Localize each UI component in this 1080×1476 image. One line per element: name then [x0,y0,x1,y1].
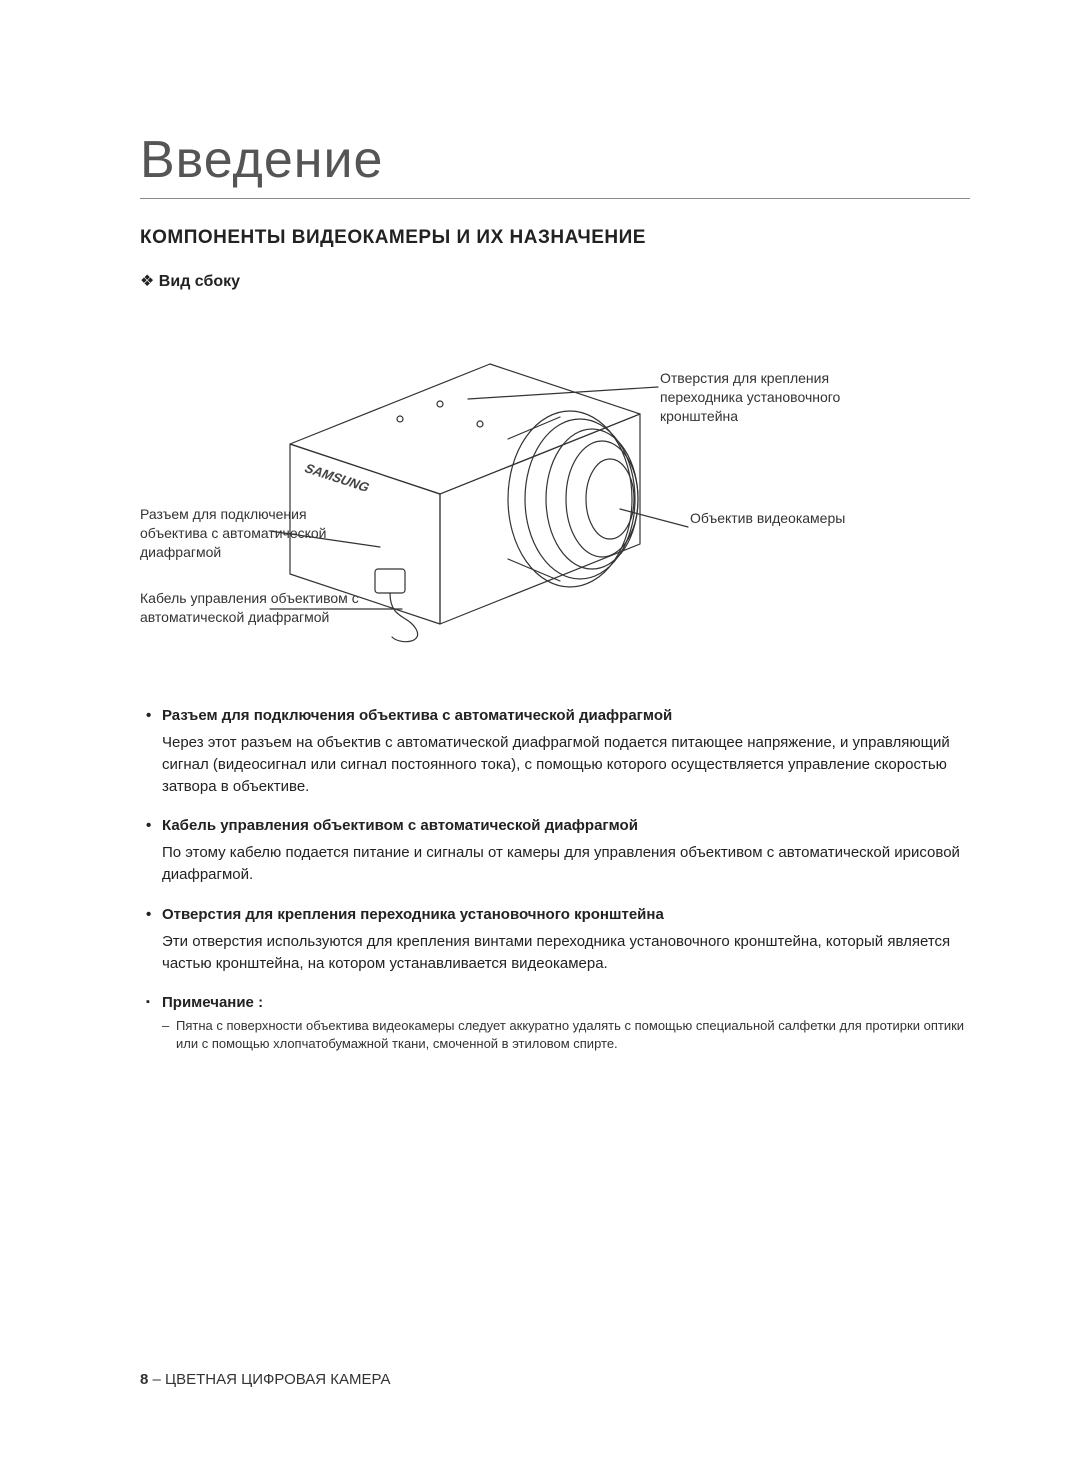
bullet-item: Отверстия для крепления переходника уста… [140,906,970,975]
callout-lens: Объектив видеокамеры [690,509,850,528]
bullet-item: Разъем для подключения объектива с автом… [140,707,970,797]
callout-mount-holes: Отверстия для крепления переходника уста… [660,369,880,426]
bullet-item: Кабель управления объективом с автоматич… [140,817,970,886]
bullet-title: Кабель управления объективом с автоматич… [162,817,970,834]
bullet-title: Отверстия для крепления переходника уста… [162,906,970,923]
camera-svg: SAMSUNG [140,309,970,689]
callout-iris-cable: Кабель управления объективом с автоматич… [140,589,360,627]
brand-label: SAMSUNG [302,461,373,494]
note-block: Примечание : Пятна с поверхности объекти… [140,994,970,1053]
bullet-body: Эти отверстия используются для крепления… [162,931,970,975]
bullet-list: Разъем для подключения объектива с автом… [140,707,970,1054]
bullet-title: Разъем для подключения объектива с автом… [162,707,970,724]
page: Введение КОМПОНЕНТЫ ВИДЕОКАМЕРЫ И ИХ НАЗ… [0,0,1080,1476]
doc-title: ЦВЕТНАЯ ЦИФРОВАЯ КАМЕРА [165,1371,391,1388]
note-body: Пятна с поверхности объектива видеокамер… [162,1017,970,1053]
footer-sep: – [148,1371,165,1388]
bullet-body: Через этот разъем на объектив с автомати… [162,732,970,797]
chapter-title: Введение [140,130,970,199]
bullet-body: По этому кабелю подается питание и сигна… [162,842,970,886]
page-footer: 8 – ЦВЕТНАЯ ЦИФРОВАЯ КАМЕРА [140,1371,391,1388]
callout-iris-connector: Разъем для подключения объектива с автом… [140,505,350,562]
subsection-title: Вид сбоку [140,271,970,291]
camera-diagram: SAMSUNG Отверстия для крепления переходн… [140,309,970,689]
note-title: Примечание : [162,994,970,1011]
section-title: КОМПОНЕНТЫ ВИДЕОКАМЕРЫ И ИХ НАЗНАЧЕНИЕ [140,227,970,249]
